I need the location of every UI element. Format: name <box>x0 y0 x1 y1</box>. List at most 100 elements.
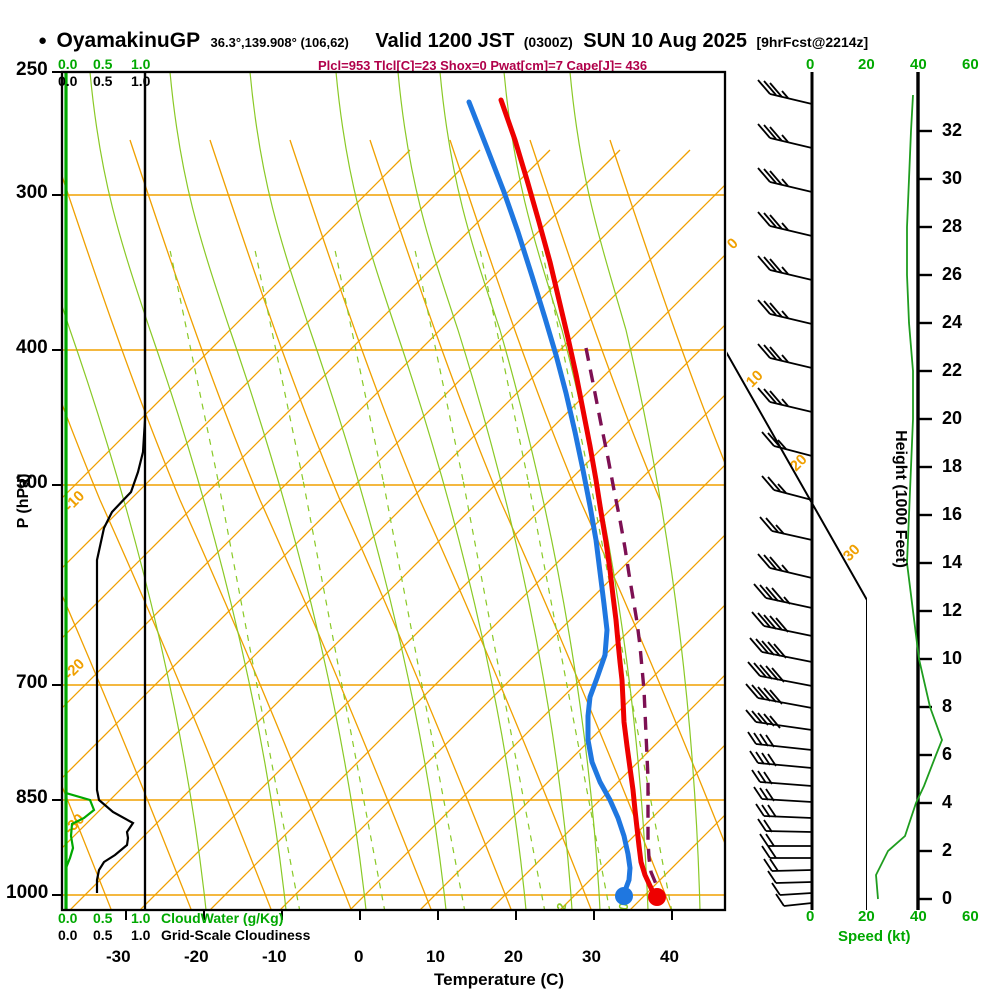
cloudwater-tick-bottom-2: 1.0 <box>131 910 151 926</box>
wind-barb <box>753 786 813 803</box>
height-tick-12: 12 <box>942 600 963 620</box>
wind-barb-panel <box>727 72 867 910</box>
cloudwater-tick-bottom-1: 0.5 <box>93 910 113 926</box>
temperature-curve <box>498 97 660 899</box>
cloudwater-tick-top-0: 0.0 <box>58 56 78 72</box>
wind-barb <box>757 818 813 833</box>
temperature-tick-neg20: -20 <box>184 947 209 966</box>
temperature-tick-40: 40 <box>660 947 679 966</box>
cloudiness-tick-bottom-0: 0.0 <box>58 927 78 943</box>
wind-barb <box>761 845 812 859</box>
isotherm-label-30-outer: 30 <box>840 541 864 565</box>
speed-axis-label: Speed (kt) <box>838 928 911 945</box>
pressure-tick-850: 850 <box>16 787 48 808</box>
wind-barb <box>751 769 813 787</box>
pressure-axis-label: P (hPa) <box>15 473 32 529</box>
valid-time: Valid 1200 JST <box>375 30 515 52</box>
cloudiness-tick-bottom-2: 1.0 <box>131 927 151 943</box>
wind-barbs <box>745 79 813 907</box>
dewpoint-curve <box>466 99 633 895</box>
pressure-tick-300: 300 <box>16 182 48 203</box>
wind-barb <box>757 255 813 281</box>
plot-frame <box>60 70 727 912</box>
wind-barb <box>745 709 813 731</box>
temperature-ticks <box>125 910 673 920</box>
header-bar: ● OyamakinuGP 36.3°,139.908° (106,62) Va… <box>38 28 868 54</box>
mixing-ratio-label-12: 12 <box>552 902 569 919</box>
wind-barb <box>747 731 813 751</box>
height-axis-label: Height (1000 Feet) <box>892 430 909 568</box>
wind-barb <box>745 683 813 709</box>
height-tick-6: 6 <box>942 744 953 764</box>
speed-tick-bottom-0: 0 <box>806 908 815 925</box>
cloudiness-tick-top-0: 0.0 <box>58 73 78 89</box>
wind-barb <box>761 475 813 501</box>
height-tick-22: 22 <box>942 360 963 380</box>
cloudiness-tick-top-1: 0.5 <box>93 73 113 89</box>
height-tick-10: 10 <box>942 648 963 668</box>
isotherm-labels-outer: 0 10 20 30 <box>724 235 864 565</box>
wind-barb <box>757 343 813 369</box>
height-tick-26: 26 <box>942 264 963 284</box>
height-tick-8: 8 <box>942 696 953 716</box>
wind-speed-curve <box>875 94 943 900</box>
forecast-tag: [9hrFcst@2214z] <box>756 34 869 50</box>
wind-barb <box>757 387 813 413</box>
wind-panel-boundary <box>727 351 867 910</box>
wind-barb <box>757 123 813 149</box>
temperature-tick-10: 10 <box>426 947 445 966</box>
valid-date: SUN 10 Aug 2025 <box>583 30 748 52</box>
speed-tick-bottom-40: 40 <box>910 908 927 925</box>
isotherm-lines <box>62 149 725 910</box>
cloudiness-tick-top-2: 1.0 <box>131 73 151 89</box>
wind-barb <box>757 79 813 105</box>
pressure-ticks <box>52 71 62 896</box>
surface-dewpoint-marker <box>615 887 633 905</box>
cloudiness-legend: Grid-Scale Cloudiness <box>161 927 311 943</box>
cloudwater-legend: CloudWater (g/Kg) <box>161 910 284 926</box>
wind-barb <box>749 750 813 769</box>
cloudiness-curve <box>95 72 147 893</box>
cloudwater-curve <box>64 72 96 893</box>
wind-barb <box>757 167 813 193</box>
valid-time-zulu: (0300Z) <box>523 34 573 50</box>
speed-tick-top-0: 0 <box>806 56 815 73</box>
height-tick-20: 20 <box>942 408 963 428</box>
mixing-ratio-lines <box>169 249 673 910</box>
temperature-tick-30: 30 <box>582 947 601 966</box>
wind-barb <box>751 611 813 637</box>
cloudwater-tick-bottom-0: 0.0 <box>58 910 78 926</box>
wind-barb <box>771 882 813 896</box>
speed-tick-top-60: 60 <box>962 56 979 73</box>
wind-barb <box>747 661 813 687</box>
pressure-tick-400: 400 <box>16 337 48 358</box>
temperature-tick-0: 0 <box>354 947 364 966</box>
wind-barb <box>759 516 813 541</box>
height-tick-14: 14 <box>942 552 963 572</box>
wind-barb <box>753 583 813 609</box>
height-tick-16: 16 <box>942 504 963 524</box>
wind-barb <box>767 870 813 884</box>
temperature-tick-20: 20 <box>504 947 523 966</box>
dry-adiabat-lines <box>62 139 725 910</box>
cloudiness-tick-bottom-1: 0.5 <box>93 927 113 943</box>
height-tick-28: 28 <box>942 216 963 236</box>
height-tick-18: 18 <box>942 456 963 476</box>
station-bullet-icon: ● <box>38 32 48 49</box>
height-tick-0: 0 <box>942 888 953 908</box>
parameters-text: Plcl=953 Tlcl[C]=23 Shox=0 Pwat[cm]=7 Ca… <box>318 58 648 73</box>
wind-barb <box>761 431 813 457</box>
cloudwater-tick-top-2: 1.0 <box>131 56 151 72</box>
wind-barb <box>749 637 813 663</box>
height-ticks <box>918 129 932 901</box>
wind-barb <box>755 803 813 819</box>
height-tick-32: 32 <box>942 120 963 140</box>
wind-barb <box>759 833 812 847</box>
speed-tick-top-40: 40 <box>910 56 927 73</box>
height-tick-24: 24 <box>942 312 963 332</box>
height-tick-4: 4 <box>942 792 953 812</box>
isotherm-label-0-outer: 0 <box>724 235 742 253</box>
isotherm-labels: -30 -20 -10 0 10 20 30 <box>62 235 725 838</box>
